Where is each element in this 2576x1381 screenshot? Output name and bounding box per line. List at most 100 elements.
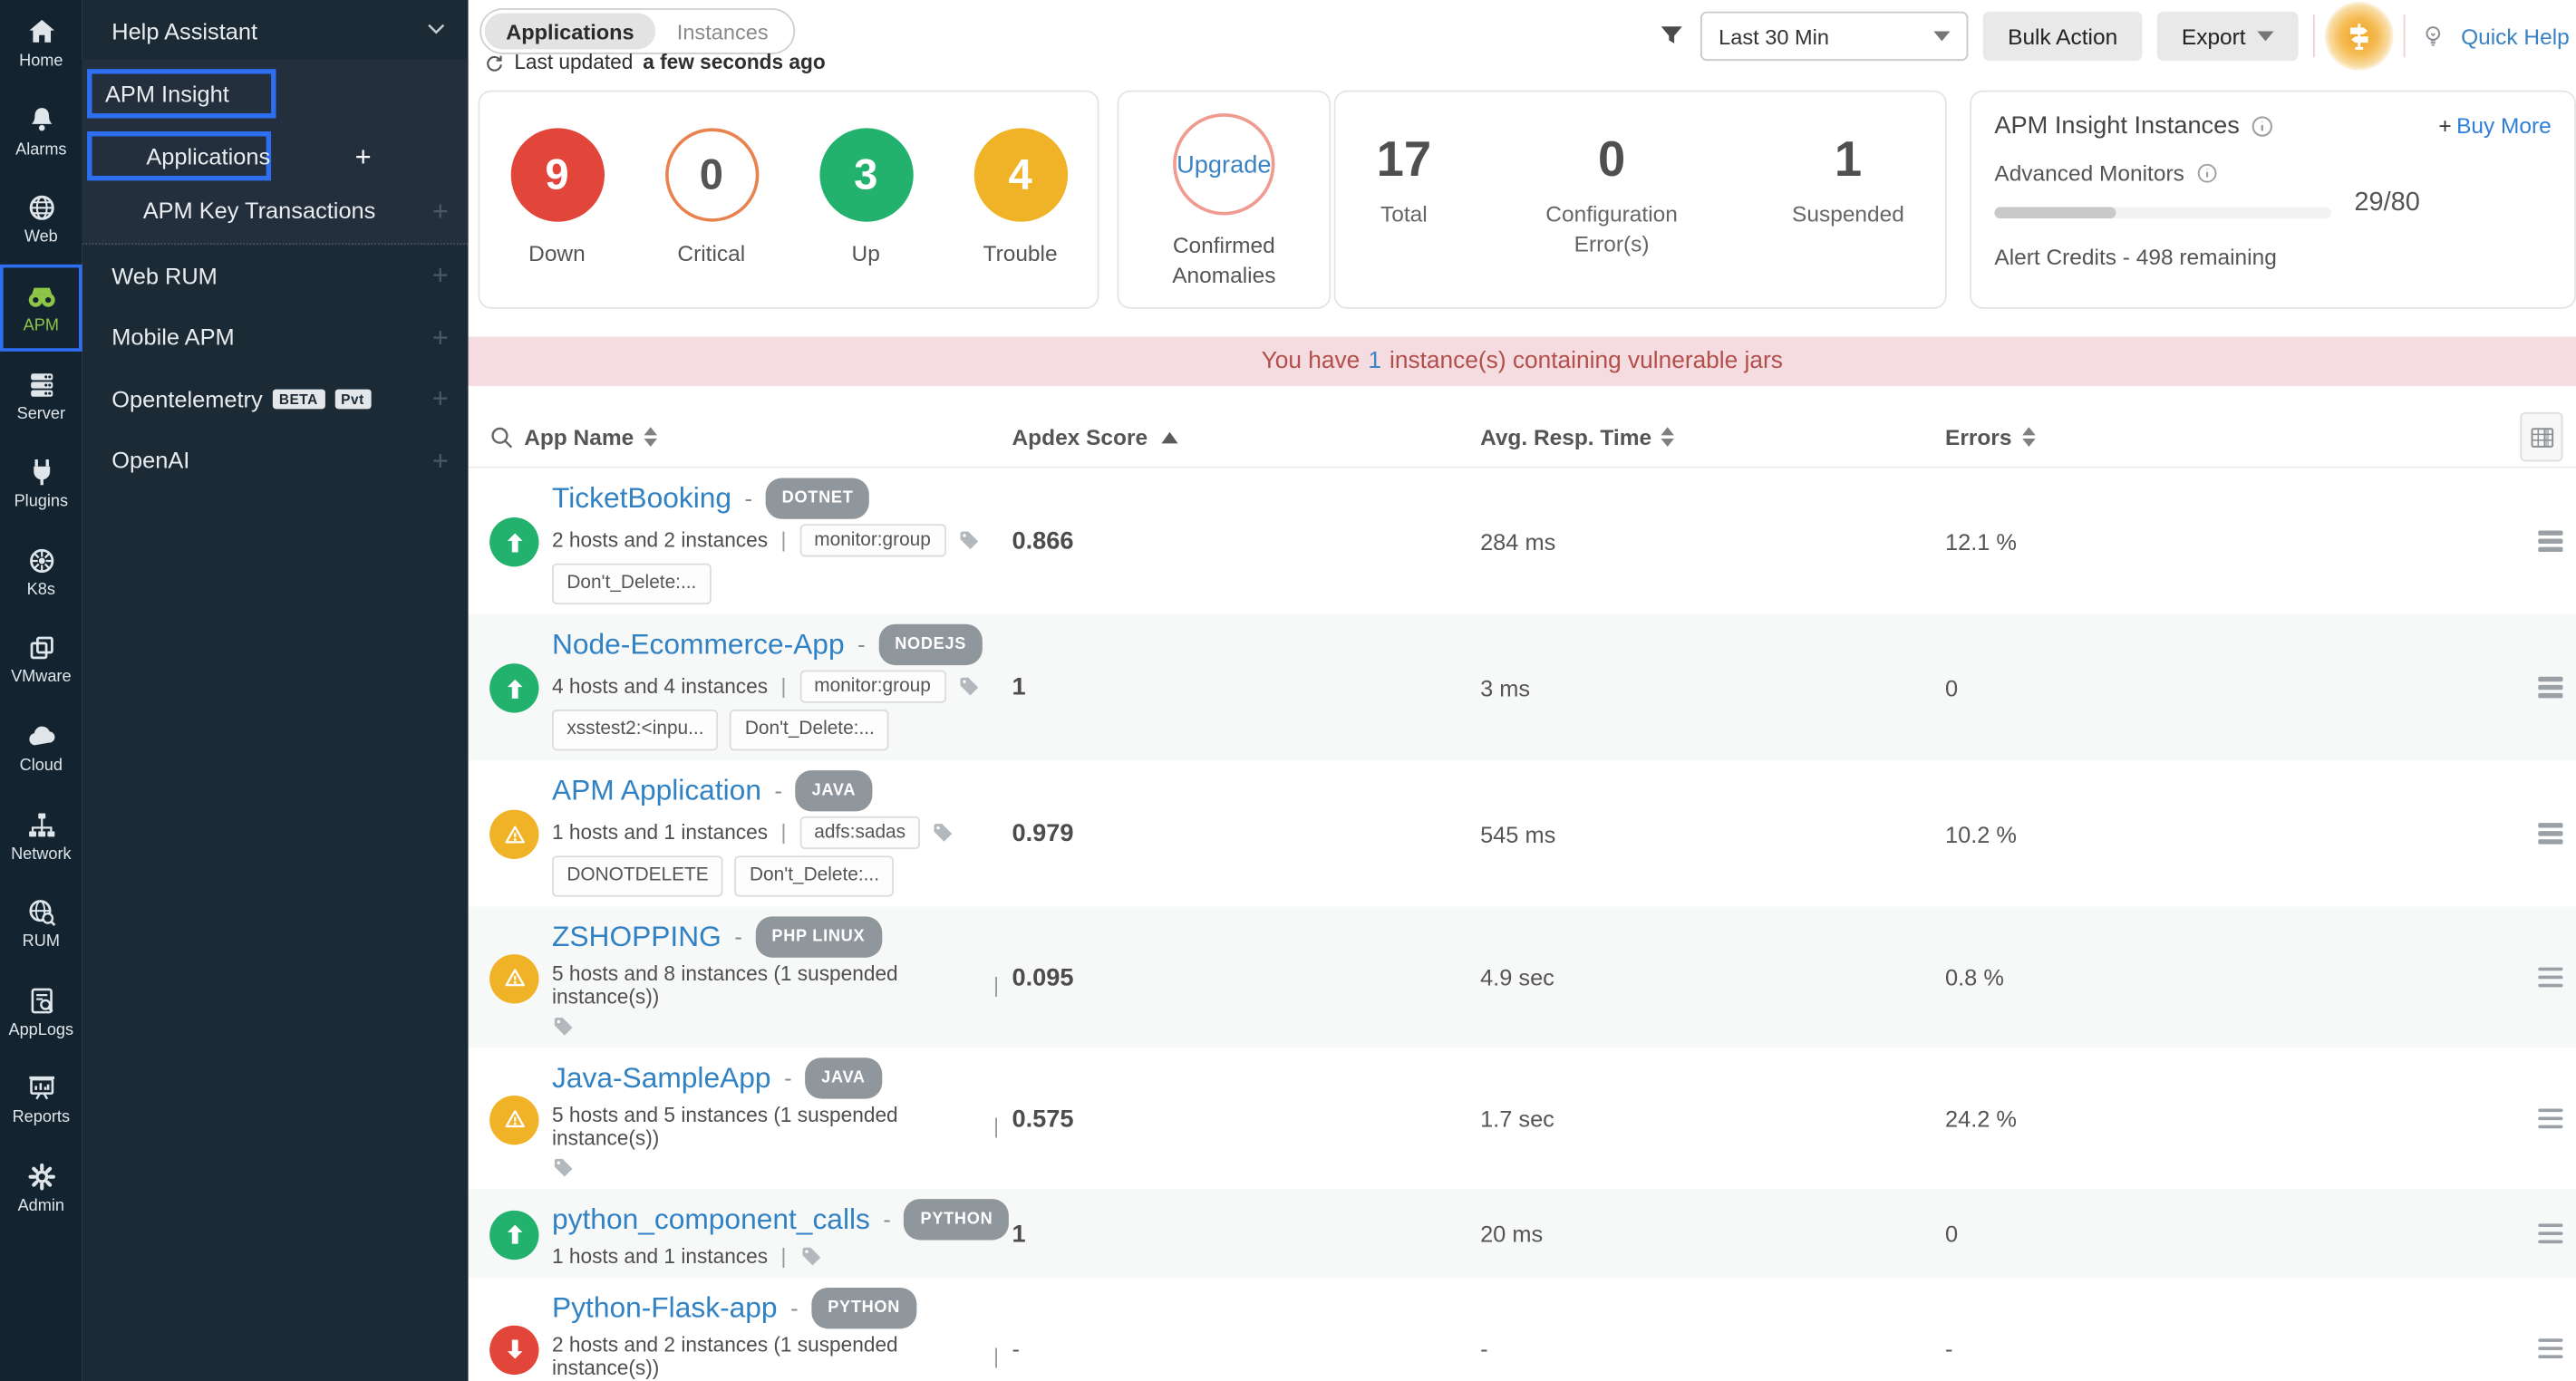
- tag-chip: xsstest2:<inpu...: [552, 710, 719, 751]
- app-name-block: Node-Ecommerce-App - NODEJS 4 hosts and …: [552, 623, 983, 751]
- tag-icon[interactable]: [957, 675, 980, 698]
- rail-item-vmware[interactable]: VMware: [0, 616, 82, 704]
- row-actions-menu-icon[interactable]: [2538, 967, 2563, 988]
- sidebar-item-apm-key-transactions[interactable]: APM Key Transactions +: [82, 180, 469, 227]
- app-name-link[interactable]: python_component_calls: [552, 1202, 870, 1235]
- trouble-count-circle[interactable]: 4: [973, 128, 1068, 222]
- chevron-down-icon[interactable]: [424, 16, 449, 41]
- rail-item-network[interactable]: Network: [0, 792, 82, 880]
- app-name-link[interactable]: Java-SampleApp: [552, 1060, 771, 1095]
- sort-icon[interactable]: [1661, 427, 1675, 447]
- rail-item-apm-active[interactable]: APM: [0, 264, 82, 352]
- rail-item-plugins[interactable]: Plugins: [0, 440, 82, 528]
- row-actions-menu-icon[interactable]: [2538, 677, 2563, 698]
- tag-icon[interactable]: [552, 1156, 575, 1179]
- kubernetes-wheel-icon: [29, 548, 53, 573]
- column-header-app-name[interactable]: App Name: [524, 424, 634, 449]
- plus-icon[interactable]: +: [431, 444, 449, 477]
- rail-item-cloud[interactable]: Cloud: [0, 704, 82, 792]
- down-count-circle[interactable]: 9: [509, 128, 605, 222]
- tab-instances[interactable]: Instances: [676, 18, 769, 44]
- app-name-link[interactable]: ZSHOPPING: [552, 920, 721, 953]
- rail-item-admin[interactable]: Admin: [0, 1144, 82, 1232]
- upgrade-button[interactable]: Upgrade: [1173, 113, 1275, 216]
- rail-item-label: Network: [11, 845, 72, 864]
- critical-count-circle[interactable]: 0: [664, 128, 759, 222]
- summary-cards: 9 Down 0 Critical 3 Up 4 Trouble Upgrade: [478, 90, 2576, 309]
- tag-icon[interactable]: [932, 821, 954, 844]
- vulnerable-instances-count-link[interactable]: 1: [1368, 348, 1381, 375]
- column-settings-button[interactable]: [2520, 411, 2563, 462]
- rail-item-server[interactable]: Server: [0, 352, 82, 440]
- row-actions-menu-icon[interactable]: [2538, 530, 2563, 552]
- sidebar-item-opentelemetry[interactable]: Opentelemetry BETA Pvt +: [82, 368, 469, 430]
- column-header-resp-time[interactable]: Avg. Resp. Time: [1480, 424, 1652, 449]
- rail-item-reports[interactable]: Reports: [0, 1057, 82, 1144]
- app-type-badge: JAVA: [795, 770, 873, 812]
- row-actions-menu-icon[interactable]: [2538, 1107, 2563, 1129]
- sidebar-item-apm-insight[interactable]: APM Insight: [87, 69, 276, 119]
- plus-icon[interactable]: +: [431, 259, 449, 292]
- info-icon[interactable]: [2196, 162, 2218, 184]
- search-icon[interactable]: [489, 425, 514, 449]
- app-name-link[interactable]: TicketBooking: [552, 481, 732, 515]
- app-name-link[interactable]: Python-Flask-app: [552, 1290, 778, 1324]
- sort-asc-icon[interactable]: [1160, 430, 1177, 443]
- tag-icon[interactable]: [957, 529, 980, 552]
- bulk-action-button[interactable]: Bulk Action: [1982, 11, 2143, 62]
- apdex-score-value: 0.866: [1012, 526, 1074, 555]
- up-count-circle[interactable]: 3: [818, 128, 913, 222]
- add-application-plus-icon[interactable]: +: [354, 140, 372, 173]
- rum-globe-search-icon: [28, 900, 55, 927]
- status-critical[interactable]: 0 Critical: [664, 128, 759, 307]
- sort-icon[interactable]: [644, 427, 657, 447]
- rail-item-label: APM: [23, 316, 59, 335]
- row-actions-menu-icon[interactable]: [2538, 823, 2563, 845]
- rail-item-web[interactable]: Web: [0, 176, 82, 264]
- status-down[interactable]: 9 Down: [509, 128, 605, 307]
- sidebar-item-web-rum[interactable]: Web RUM +: [82, 245, 469, 306]
- tab-applications[interactable]: Applications: [484, 13, 656, 50]
- apdex-score-value: 1: [1012, 673, 1026, 701]
- sort-icon[interactable]: [2021, 427, 2035, 447]
- quick-help-link[interactable]: Quick Help: [2461, 24, 2570, 49]
- rail-item-label: Alarms: [15, 140, 67, 159]
- sidebar-item-openai[interactable]: OpenAI +: [82, 430, 469, 491]
- info-icon[interactable]: [2252, 114, 2274, 137]
- rail-item-home[interactable]: Home: [0, 0, 82, 88]
- tag-chip: Don't_Delete:...: [730, 710, 890, 751]
- plus-icon[interactable]: +: [431, 194, 449, 227]
- plus-icon[interactable]: +: [431, 382, 449, 415]
- rail-item-k8s[interactable]: K8s: [0, 528, 82, 616]
- rail-item-rum[interactable]: RUM: [0, 880, 82, 968]
- hosts-instances-text: 5 hosts and 8 instances (1 suspended ins…: [552, 962, 898, 1009]
- buy-more-link[interactable]: + Buy More: [2438, 113, 2551, 138]
- whats-new-signpost-icon[interactable]: [2324, 1, 2394, 71]
- rail-item-applogs[interactable]: AppLogs: [0, 969, 82, 1057]
- tag-icon[interactable]: [552, 1015, 575, 1038]
- sidebar-item-applications[interactable]: Applications +: [87, 131, 372, 181]
- column-header-apdex[interactable]: Apdex Score: [1012, 424, 1148, 449]
- tag-icon[interactable]: [799, 1245, 822, 1268]
- last-updated: Last updated a few seconds ago: [483, 51, 826, 74]
- network-icon: [28, 812, 54, 836]
- refresh-icon[interactable]: [483, 52, 505, 73]
- filter-funnel-icon[interactable]: [1658, 22, 1686, 50]
- sidebar-item-mobile-apm[interactable]: Mobile APM +: [82, 306, 469, 368]
- app-name-link[interactable]: APM Application: [552, 773, 761, 806]
- row-actions-menu-icon[interactable]: [2538, 1222, 2563, 1244]
- status-trouble[interactable]: 4 Trouble: [973, 128, 1068, 307]
- apm-insight-section: APM Insight Applications + APM Key Trans…: [82, 24, 469, 246]
- time-range-select[interactable]: Last 30 Min: [1700, 11, 1969, 62]
- row-actions-menu-icon[interactable]: [2538, 1338, 2563, 1359]
- sidebar-item-help-assistant[interactable]: Help Assistant: [82, 0, 469, 59]
- topbar: Applications Instances Last updated a fe…: [469, 0, 2576, 82]
- status-up[interactable]: 3 Up: [818, 128, 913, 307]
- plus-icon[interactable]: +: [431, 321, 449, 353]
- rail-item-alarms[interactable]: Alarms: [0, 88, 82, 176]
- column-header-errors[interactable]: Errors: [1945, 424, 2012, 449]
- globe-icon: [28, 196, 53, 221]
- app-name-link[interactable]: Node-Ecommerce-App: [552, 627, 845, 661]
- export-button[interactable]: Export: [2156, 11, 2299, 62]
- rail-item-label: Reports: [12, 1109, 71, 1128]
